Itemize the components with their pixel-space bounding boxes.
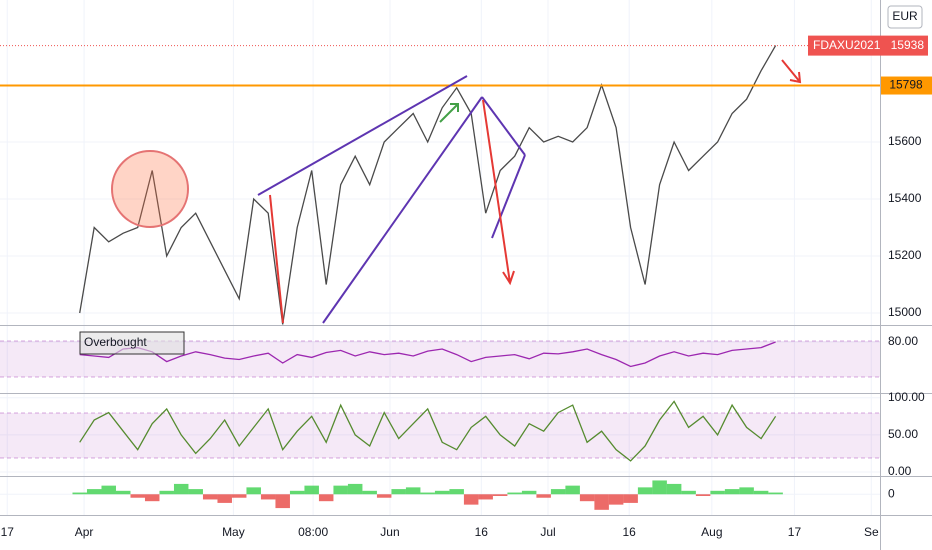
level-label-box	[881, 76, 932, 95]
y-tick-label: 15600	[888, 134, 922, 148]
bar	[246, 487, 261, 495]
bar	[608, 494, 624, 505]
y-tick-label: 15400	[888, 191, 922, 205]
bar	[130, 494, 145, 498]
bar	[478, 494, 493, 500]
trendline	[481, 96, 526, 156]
bar	[449, 489, 464, 495]
y-tick-label: 100.00	[888, 390, 925, 404]
x-tick-label: 16	[475, 525, 489, 539]
arrow	[781, 59, 802, 84]
x-tick-label: 16	[623, 525, 637, 539]
bar	[188, 489, 203, 495]
bar	[652, 480, 667, 495]
trendline	[257, 75, 468, 196]
trendline	[491, 154, 526, 239]
symbol-label: FDAXU2021	[813, 38, 881, 52]
arrow	[439, 103, 459, 123]
bar	[391, 489, 406, 495]
plot	[0, 45, 880, 510]
x-tick-label: 08:00	[298, 525, 328, 539]
currency: EUR	[892, 9, 918, 23]
bar	[217, 494, 232, 503]
bar	[695, 494, 711, 496]
bar	[492, 494, 508, 496]
bar	[202, 494, 218, 500]
x-tick-label: May	[222, 525, 245, 539]
bar	[347, 483, 363, 495]
y-tick-label: 50.00	[888, 427, 918, 441]
bar	[681, 490, 696, 495]
stoch-band	[0, 413, 880, 458]
price-labels: 15798 FDAXU2021 15938	[808, 35, 932, 95]
x-tick-label: Jul	[540, 525, 555, 539]
bar	[550, 489, 566, 495]
y-tick-label: 0	[888, 486, 895, 500]
x-tick-label: Jun	[380, 525, 399, 539]
bar	[434, 490, 450, 495]
drawings	[111, 59, 802, 324]
bar	[260, 494, 276, 500]
bar	[333, 485, 348, 495]
bar	[72, 492, 87, 495]
bar	[275, 494, 290, 509]
bar	[623, 494, 638, 503]
annotation: Overbought	[84, 335, 147, 349]
bar	[463, 494, 479, 505]
bar	[362, 490, 377, 495]
bar	[144, 494, 160, 502]
bar	[507, 492, 522, 495]
series-line	[79, 341, 776, 368]
bar	[739, 487, 754, 495]
annotation-box	[79, 331, 185, 355]
y-tick-label: 0.00	[888, 464, 912, 478]
arrow	[269, 194, 284, 324]
currency-box[interactable]	[887, 5, 923, 29]
highlight-circle	[111, 150, 189, 228]
level-label: 15798	[889, 78, 923, 92]
x-tick-label: 17	[1, 525, 15, 539]
y-tick-label: 15000	[888, 305, 922, 319]
bar	[101, 485, 116, 495]
y-tick-label: 80.00	[888, 334, 918, 348]
bar	[159, 490, 174, 495]
bar	[115, 490, 131, 495]
bar	[289, 490, 305, 495]
series-line	[79, 45, 777, 325]
last-price-label: 15938	[891, 38, 925, 52]
y-tick-label: 15200	[888, 248, 922, 262]
bar	[565, 485, 580, 495]
bar	[173, 483, 189, 495]
bar	[376, 494, 392, 498]
x-tick-label: Aug	[701, 525, 722, 539]
bar	[637, 487, 653, 495]
bar	[594, 494, 609, 510]
bar	[710, 490, 725, 495]
bar	[405, 487, 421, 495]
bar	[318, 494, 334, 502]
bar	[579, 494, 595, 502]
bar	[304, 485, 319, 495]
bar	[724, 489, 740, 495]
x-tick-label: Apr	[75, 525, 94, 539]
trendline	[322, 96, 483, 324]
series-line	[79, 400, 777, 462]
x-tick-label: Se	[864, 525, 879, 539]
arrow	[482, 99, 515, 286]
bar	[86, 489, 102, 495]
x-tick-label: 17	[788, 525, 802, 539]
bar	[231, 494, 247, 498]
bar	[536, 494, 551, 498]
bar	[521, 490, 537, 495]
bar	[666, 483, 682, 495]
bar	[420, 492, 435, 495]
bar	[753, 490, 769, 495]
bar	[768, 492, 783, 495]
last-price-box	[808, 35, 928, 56]
